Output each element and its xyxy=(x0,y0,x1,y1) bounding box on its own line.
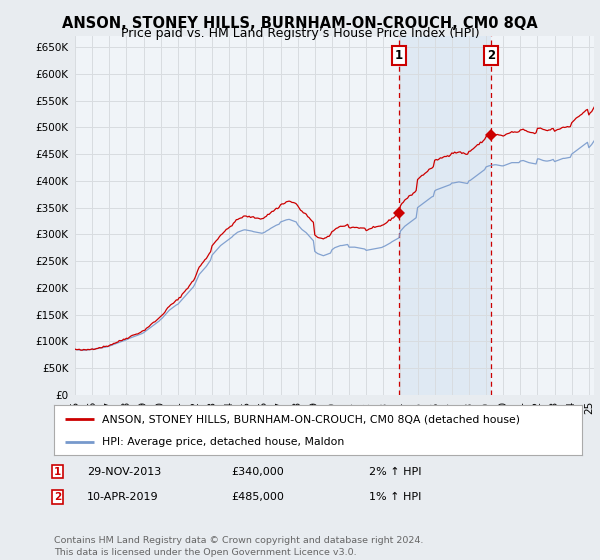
Text: HPI: Average price, detached house, Maldon: HPI: Average price, detached house, Mald… xyxy=(101,437,344,447)
Text: 2: 2 xyxy=(54,492,61,502)
Bar xyxy=(399,36,491,395)
Text: £340,000: £340,000 xyxy=(231,466,284,477)
Text: 1% ↑ HPI: 1% ↑ HPI xyxy=(369,492,421,502)
Text: 2: 2 xyxy=(487,49,495,62)
Text: ANSON, STONEY HILLS, BURNHAM-ON-CROUCH, CM0 8QA: ANSON, STONEY HILLS, BURNHAM-ON-CROUCH, … xyxy=(62,16,538,31)
Text: ANSON, STONEY HILLS, BURNHAM-ON-CROUCH, CM0 8QA (detached house): ANSON, STONEY HILLS, BURNHAM-ON-CROUCH, … xyxy=(101,414,520,424)
Text: 1: 1 xyxy=(54,466,61,477)
Text: 1: 1 xyxy=(395,49,403,62)
Text: £485,000: £485,000 xyxy=(231,492,284,502)
Text: 29-NOV-2013: 29-NOV-2013 xyxy=(87,466,161,477)
Text: 10-APR-2019: 10-APR-2019 xyxy=(87,492,158,502)
Text: Price paid vs. HM Land Registry’s House Price Index (HPI): Price paid vs. HM Land Registry’s House … xyxy=(121,27,479,40)
Text: 2% ↑ HPI: 2% ↑ HPI xyxy=(369,466,421,477)
Text: Contains HM Land Registry data © Crown copyright and database right 2024.
This d: Contains HM Land Registry data © Crown c… xyxy=(54,536,424,557)
